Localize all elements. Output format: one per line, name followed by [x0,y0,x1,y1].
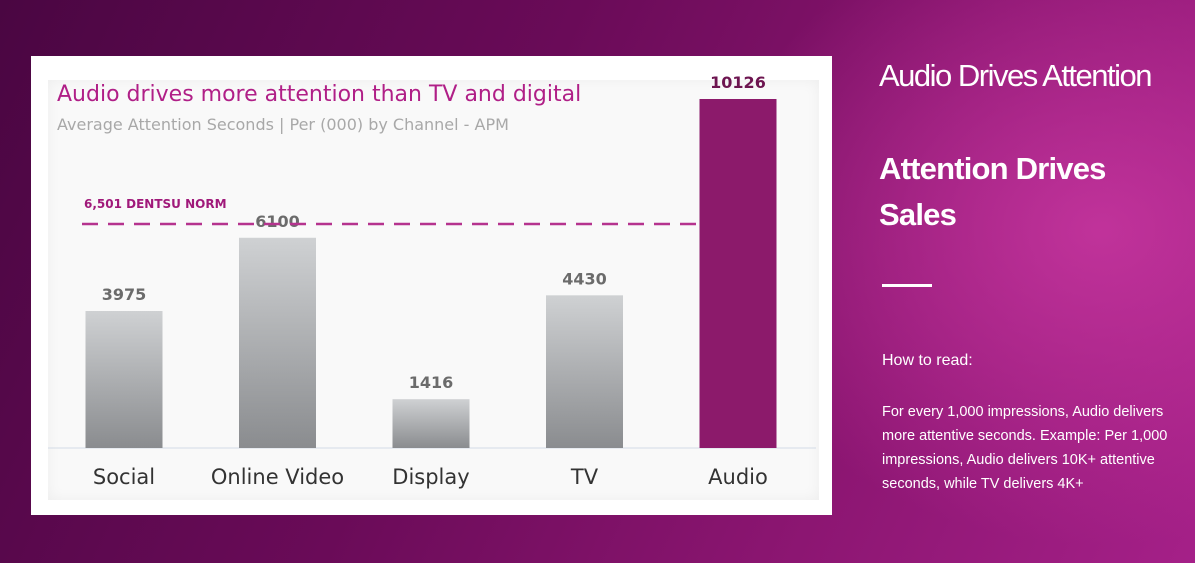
sidebar-divider [882,284,932,287]
chart-title: Audio drives more attention than TV and … [57,82,582,107]
bar-audio [699,99,777,448]
chart-card [31,56,832,515]
sidebar-subheading: Attention Drives Sales [879,151,1106,232]
bar-value-audio: 10126 [710,73,766,92]
how-to-read-label: How to read: [882,352,973,369]
category-label-display: Display [392,465,469,489]
category-label-tv: TV [570,465,599,489]
bar-value-tv: 4430 [562,269,607,288]
bar-value-online-video: 6100 [255,212,300,231]
category-label-social: Social [93,465,155,489]
bar-display [392,399,470,448]
category-label-online-video: Online Video [211,465,344,489]
bar-tv [546,295,623,448]
bar-online-video [239,237,316,448]
chart-subtitle: Average Attention Seconds | Per (000) by… [57,115,509,134]
reference-line-label: 6,501 DENTSU NORM [84,197,227,211]
sidebar-heading: Audio Drives Attention [879,58,1153,93]
bar-social [85,310,163,448]
bar-value-social: 3975 [102,285,147,304]
how-to-read-body: For every 1,000 impressions, Audio deliv… [882,404,1168,492]
category-label-audio: Audio [708,465,768,489]
bar-value-display: 1416 [409,373,454,392]
